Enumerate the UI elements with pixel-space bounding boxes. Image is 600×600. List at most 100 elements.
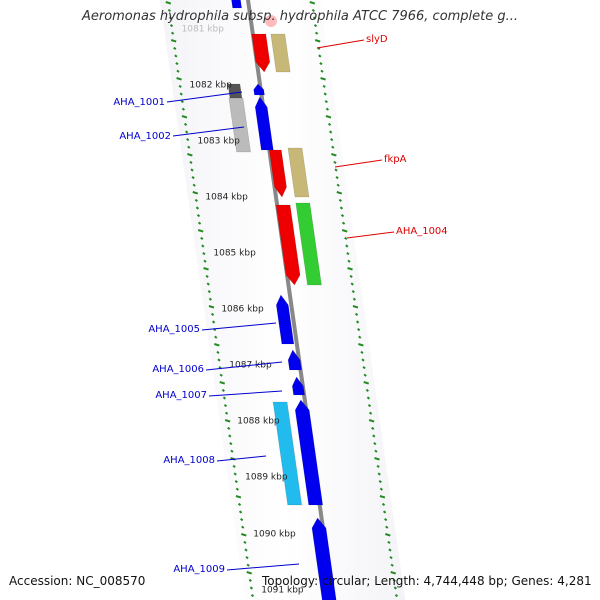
left-tick-mark [187, 153, 193, 157]
left-tick-mark [175, 62, 179, 66]
gene-arrow-partial[interactable] [231, 0, 242, 9]
right-tick-mark [368, 411, 373, 415]
left-tick-mark [200, 236, 204, 240]
gene-label[interactable]: AHA_1006 [152, 364, 204, 375]
right-tick-mark [360, 350, 364, 354]
left-tick-mark [176, 77, 182, 81]
gene-arrow-aha-1002[interactable] [254, 96, 274, 151]
cds-block[interactable] [295, 202, 322, 286]
gene-leader-line [334, 159, 383, 168]
orf-block[interactable] [228, 97, 251, 153]
left-tick-mark [210, 312, 215, 316]
left-tick-mark [192, 191, 199, 195]
gene-label[interactable]: AHA_1001 [113, 97, 165, 108]
right-tick-mark [385, 533, 391, 537]
left-tick-mark [221, 388, 225, 392]
gene-arrow-aha-1008[interactable] [294, 399, 324, 506]
scale-label: 1081 kbp [182, 25, 225, 35]
gene-label[interactable]: AHA_1009 [173, 564, 225, 575]
left-tick-mark [241, 525, 245, 529]
left-tick-mark [206, 282, 210, 286]
right-tick-mark [365, 388, 369, 392]
right-tick-mark [346, 252, 350, 256]
left-tick-mark [186, 138, 190, 142]
gene-label[interactable]: slyD [366, 34, 388, 45]
left-tick-mark [228, 434, 232, 438]
right-tick-mark [363, 373, 367, 377]
right-tick-mark [340, 214, 345, 218]
right-tick-mark [374, 457, 380, 461]
left-tick-mark [237, 502, 242, 506]
left-tick-mark [222, 396, 227, 400]
gene-label[interactable]: AHA_1007 [155, 390, 207, 401]
left-tick-mark [227, 426, 231, 430]
left-tick-mark [201, 244, 205, 248]
gene-leader-line [316, 39, 365, 49]
left-tick-mark [208, 305, 215, 309]
left-tick-mark [214, 335, 218, 339]
right-tick-mark [341, 229, 348, 233]
right-tick-mark [379, 487, 383, 491]
right-tick-mark [361, 358, 365, 362]
gene-arrow-aha-1006[interactable] [287, 349, 302, 371]
cds-block[interactable] [287, 147, 310, 198]
left-tick-mark [165, 1, 172, 5]
right-tick-mark [339, 206, 344, 210]
gene-label[interactable]: AHA_1005 [148, 324, 200, 335]
left-tick-mark [203, 267, 209, 271]
left-tick-mark [219, 381, 226, 385]
right-tick-mark [336, 183, 340, 187]
right-tick-mark [367, 404, 372, 408]
right-tick-mark [392, 578, 396, 582]
gene-label[interactable]: fkpA [384, 154, 407, 165]
gene-arrow-fkpa[interactable] [268, 149, 287, 198]
left-tick-mark [208, 297, 212, 301]
gene-arrow-slyd[interactable] [251, 33, 271, 73]
left-tick-mark [179, 92, 183, 96]
right-tick-mark [336, 191, 343, 195]
gene-label[interactable]: AHA_1002 [119, 131, 171, 142]
gene-leader-line [166, 91, 243, 103]
left-tick-mark [180, 100, 184, 104]
gene-arrow-aha-1005[interactable] [276, 294, 295, 345]
right-tick-mark [324, 100, 328, 104]
left-tick-mark [181, 107, 186, 111]
left-tick-mark [211, 320, 216, 324]
left-tick-mark [246, 571, 253, 575]
left-tick-mark [196, 214, 201, 218]
right-tick-mark [381, 502, 386, 506]
gene-leader-line [216, 455, 267, 462]
cds-block[interactable] [272, 401, 303, 506]
gene-label[interactable]: AHA_1008 [163, 455, 215, 466]
partial-feature-marker [265, 15, 277, 27]
gene-label[interactable]: AHA_1004 [396, 226, 448, 237]
gene-leader-line [346, 231, 395, 239]
scale-label: 1083 kbp [197, 137, 240, 147]
gene-leader-line [226, 563, 300, 571]
right-tick-mark [376, 464, 380, 468]
right-tick-mark [335, 176, 339, 180]
left-tick-mark [229, 442, 233, 446]
right-tick-mark [312, 16, 317, 20]
left-tick-mark [187, 145, 191, 149]
scale-label: 1090 kbp [253, 530, 296, 540]
cds-block[interactable] [270, 33, 291, 73]
gene-arrow-aha-1001[interactable] [253, 83, 265, 96]
right-tick-mark [362, 366, 366, 370]
left-tick-mark [249, 586, 254, 590]
left-tick-mark [203, 259, 207, 263]
gene-arrow-aha-1007[interactable] [292, 376, 305, 396]
gene-arrow-aha-1009[interactable] [311, 517, 337, 600]
left-tick-mark [230, 449, 234, 453]
right-tick-mark [377, 472, 381, 476]
gene-arrow-aha-1004[interactable] [275, 204, 301, 286]
scale-label: 1086 kbp [221, 305, 264, 315]
right-tick-mark [318, 54, 322, 58]
left-tick-mark [190, 168, 194, 172]
left-tick-mark [245, 556, 249, 560]
right-tick-mark [363, 381, 370, 385]
left-tick-mark [234, 480, 238, 484]
left-tick-mark [194, 198, 198, 202]
left-tick-mark [170, 39, 177, 43]
